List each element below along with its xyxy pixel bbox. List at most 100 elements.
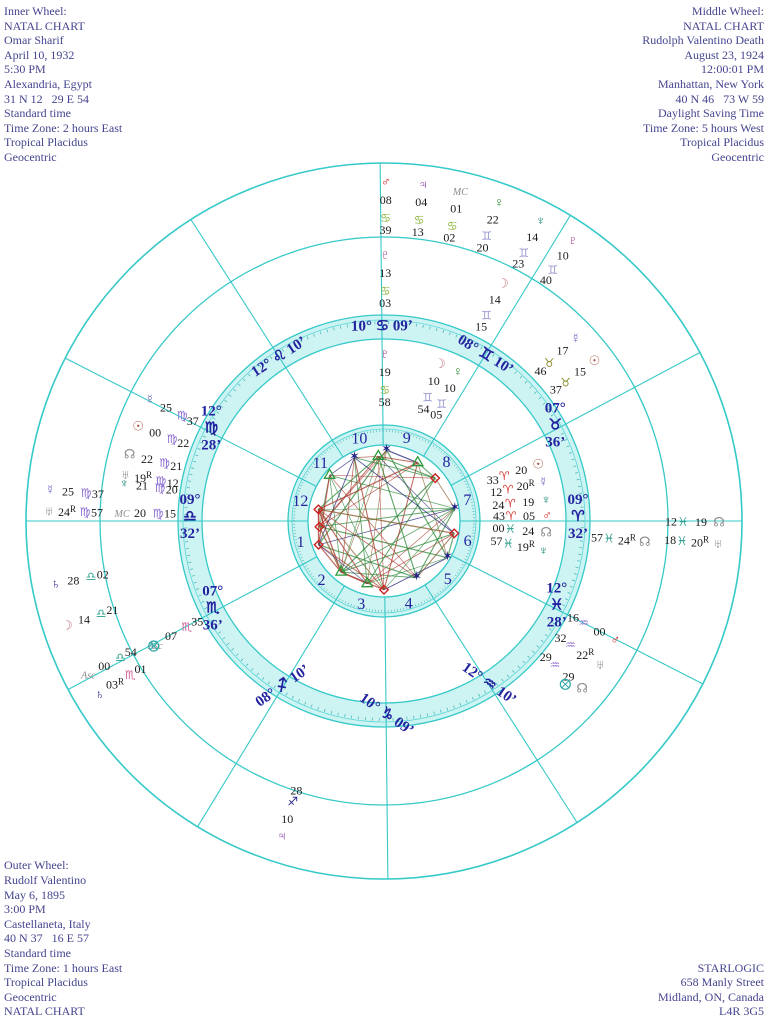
svg-text:☉: ☉ bbox=[132, 418, 144, 433]
svg-text:14: 14 bbox=[526, 230, 538, 244]
svg-text:1: 1 bbox=[297, 534, 305, 551]
svg-text:4: 4 bbox=[405, 595, 413, 612]
svg-text:♓: ♓ bbox=[503, 536, 514, 550]
svg-text:5: 5 bbox=[444, 571, 452, 588]
svg-text:20: 20 bbox=[515, 463, 527, 477]
svg-text:7: 7 bbox=[463, 492, 471, 509]
svg-text:09°: 09° bbox=[180, 492, 201, 508]
svg-text:♍: ♍ bbox=[153, 506, 164, 520]
svg-text:☿: ☿ bbox=[571, 330, 581, 345]
svg-text:13: 13 bbox=[379, 266, 391, 280]
svg-text:20: 20 bbox=[134, 506, 146, 520]
svg-text:57: 57 bbox=[591, 531, 603, 545]
svg-text:12°: 12° bbox=[201, 404, 222, 420]
svg-text:10: 10 bbox=[351, 431, 367, 448]
svg-text:Asc: Asc bbox=[80, 671, 96, 682]
svg-text:32: 32 bbox=[555, 631, 567, 645]
svg-text:07°: 07° bbox=[545, 401, 566, 417]
svg-text:♄: ♄ bbox=[51, 576, 61, 591]
svg-text:♍: ♍ bbox=[167, 432, 178, 446]
svg-text:22: 22 bbox=[141, 452, 153, 466]
svg-text:♉: ♉ bbox=[548, 418, 561, 434]
svg-text:04: 04 bbox=[415, 195, 427, 209]
svg-text:02: 02 bbox=[443, 231, 455, 245]
svg-text:♈: ♈ bbox=[506, 509, 517, 523]
svg-text:07: 07 bbox=[165, 629, 177, 643]
svg-text:07°: 07° bbox=[202, 583, 223, 599]
svg-text:♓: ♓ bbox=[550, 597, 563, 613]
svg-text:58: 58 bbox=[379, 395, 391, 409]
svg-text:♏: ♏ bbox=[205, 600, 220, 616]
svg-text:♅: ♅ bbox=[121, 467, 131, 482]
svg-text:♎: ♎ bbox=[96, 607, 107, 621]
svg-text:40: 40 bbox=[540, 273, 552, 287]
svg-text:03R: 03R bbox=[106, 677, 124, 692]
svg-text:14: 14 bbox=[489, 293, 501, 307]
svg-text:12: 12 bbox=[665, 515, 677, 529]
svg-text:00: 00 bbox=[98, 659, 110, 673]
svg-text:10: 10 bbox=[444, 381, 456, 395]
svg-text:♍: ♍ bbox=[205, 421, 218, 437]
svg-text:36’: 36’ bbox=[545, 435, 565, 451]
svg-text:29: 29 bbox=[540, 650, 552, 664]
svg-text:☊: ☊ bbox=[576, 680, 588, 695]
svg-text:MC: MC bbox=[452, 187, 468, 198]
svg-text:☉: ☉ bbox=[589, 353, 601, 368]
svg-text:00: 00 bbox=[149, 426, 161, 440]
svg-text:3: 3 bbox=[357, 596, 365, 613]
svg-text:00: 00 bbox=[594, 625, 606, 639]
svg-text:05: 05 bbox=[523, 509, 535, 523]
svg-text:36’: 36’ bbox=[203, 617, 223, 633]
svg-text:☊: ☊ bbox=[713, 514, 725, 529]
svg-text:9: 9 bbox=[403, 430, 411, 447]
svg-text:25: 25 bbox=[62, 485, 74, 499]
svg-text:12: 12 bbox=[292, 493, 308, 510]
svg-text:♈: ♈ bbox=[503, 483, 514, 497]
svg-text:32’: 32’ bbox=[180, 526, 200, 542]
svg-text:24R: 24R bbox=[618, 533, 636, 548]
svg-text:♎: ♎ bbox=[86, 570, 97, 584]
svg-text:♂: ♂ bbox=[611, 632, 621, 647]
svg-text:54: 54 bbox=[418, 402, 430, 416]
svg-text:☽: ☽ bbox=[434, 356, 446, 371]
svg-text:10: 10 bbox=[281, 812, 293, 826]
svg-text:♅: ♅ bbox=[713, 536, 723, 551]
svg-text:☊: ☊ bbox=[124, 447, 136, 462]
svg-text:16: 16 bbox=[567, 610, 579, 624]
svg-text:05: 05 bbox=[430, 408, 442, 422]
svg-text:♈: ♈ bbox=[571, 509, 585, 525]
svg-text:20: 20 bbox=[477, 240, 489, 254]
svg-text:♍: ♍ bbox=[81, 486, 92, 500]
svg-text:02: 02 bbox=[97, 567, 109, 581]
svg-text:25: 25 bbox=[160, 400, 172, 414]
svg-text:01: 01 bbox=[450, 201, 462, 215]
svg-text:22: 22 bbox=[487, 212, 499, 226]
svg-text:♆: ♆ bbox=[541, 492, 551, 507]
svg-text:08: 08 bbox=[380, 193, 392, 207]
svg-text:♍: ♍ bbox=[80, 505, 91, 519]
svg-text:♀: ♀ bbox=[453, 364, 463, 379]
svg-text:♒: ♒ bbox=[578, 616, 589, 630]
svg-text:24: 24 bbox=[522, 524, 534, 538]
svg-text:09°: 09° bbox=[568, 492, 589, 508]
svg-text:37: 37 bbox=[92, 487, 104, 501]
svg-text:01: 01 bbox=[135, 662, 147, 676]
svg-text:♓: ♓ bbox=[505, 522, 516, 536]
svg-text:♍: ♍ bbox=[159, 456, 170, 470]
svg-text:☽: ☽ bbox=[61, 617, 73, 632]
svg-text:✶: ✶ bbox=[349, 449, 360, 464]
svg-text:11: 11 bbox=[313, 455, 328, 472]
svg-text:22: 22 bbox=[177, 436, 189, 450]
svg-text:21: 21 bbox=[106, 603, 118, 617]
svg-text:♎: ♎ bbox=[183, 509, 196, 525]
svg-text:28: 28 bbox=[67, 573, 79, 587]
svg-text:12: 12 bbox=[167, 476, 179, 490]
svg-text:MC: MC bbox=[114, 509, 130, 520]
svg-text:39: 39 bbox=[380, 223, 392, 237]
svg-text:19: 19 bbox=[522, 495, 534, 509]
svg-text:19: 19 bbox=[695, 515, 707, 529]
svg-text:♈: ♈ bbox=[499, 469, 510, 483]
svg-text:♇: ♇ bbox=[380, 346, 390, 361]
svg-text:35: 35 bbox=[191, 614, 203, 628]
svg-text:18: 18 bbox=[664, 533, 676, 547]
